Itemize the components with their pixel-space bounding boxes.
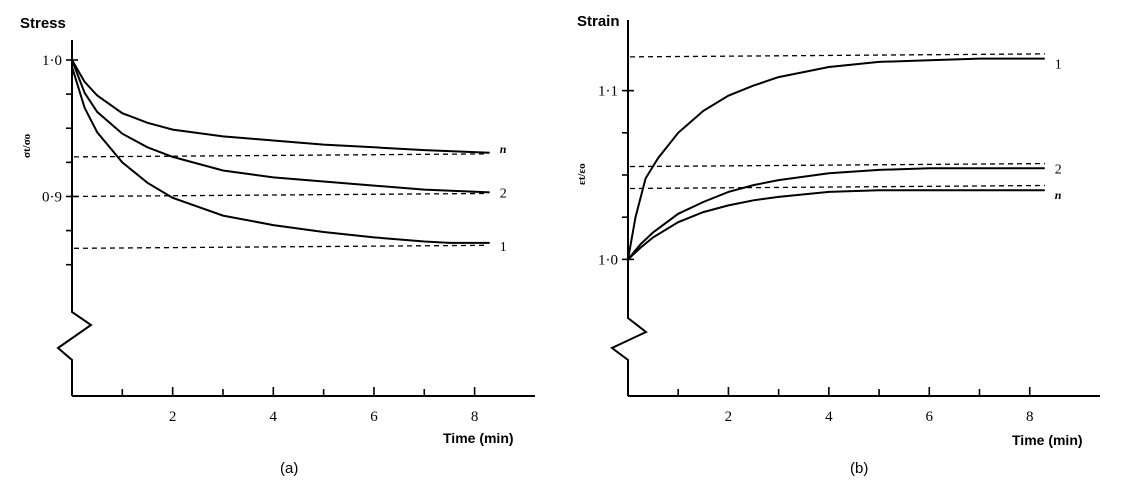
strain-chart-title: Strain — [577, 13, 620, 30]
stress-x-tick-label-2: 2 — [169, 409, 177, 425]
stress-y-axis — [56, 40, 93, 396]
stress-chart: Stress σt/σo Time (min) (a) 2 4 6 8 1·0 0·9 n 2… — [20, 15, 535, 477]
stress-chart-xlabel: Time (min) — [443, 430, 514, 446]
stress-asymptote-2 — [73, 192, 486, 198]
strain-x-tick-label-6: 6 — [926, 409, 934, 425]
strain-chart-xlabel: Time (min) — [1012, 432, 1083, 448]
strain-y-tick-label-1: 1·0 — [598, 252, 618, 268]
stress-asymptote-1 — [73, 244, 486, 249]
stress-y-tick-label-0.9: 0·9 — [42, 189, 62, 205]
stress-series-label-2: 2 — [500, 186, 507, 201]
strain-series-label-2: 2 — [1055, 162, 1062, 177]
stress-series-2 — [71, 59, 490, 194]
strain-y-axis — [610, 20, 648, 396]
strain-chart: Strain εt/εo Time (min) (b) 2 4 6 8 1·1 1·0 1 2… — [576, 13, 1100, 477]
stress-x-tick-label-6: 6 — [370, 409, 378, 425]
strain-x-tick-label-8: 8 — [1026, 409, 1034, 425]
stress-series-label-n: n — [500, 142, 507, 156]
strain-series-2 — [627, 167, 1045, 261]
strain-x-tick-label-4: 4 — [825, 409, 833, 425]
stress-series-label-1: 1 — [500, 240, 507, 255]
strain-y-tick-label-1.1: 1·1 — [598, 84, 618, 100]
strain-x-tick-label-2: 2 — [725, 409, 733, 425]
stress-series-1 — [71, 66, 490, 244]
strain-series-n — [627, 189, 1045, 261]
strain-series-label-n: n — [1055, 188, 1062, 202]
strain-series-label-1: 1 — [1055, 58, 1062, 73]
strain-asymptote-1 — [629, 53, 1046, 58]
stress-y-tick-label-1: 1·0 — [42, 53, 62, 69]
stress-x-tick-label-8: 8 — [471, 409, 479, 425]
stress-chart-title: Stress — [20, 15, 66, 32]
stress-asymptote-n — [73, 153, 486, 158]
strain-asymptote-n — [629, 184, 1046, 190]
strain-asymptote-2 — [629, 162, 1046, 168]
strain-chart-caption: (b) — [850, 460, 868, 477]
strain-series-1 — [627, 57, 1045, 260]
stress-chart-ylabel: σt/σo — [21, 133, 33, 158]
stress-x-tick-label-4: 4 — [270, 409, 278, 425]
strain-chart-ylabel: εt/εo — [576, 163, 588, 185]
stress-series-n — [71, 59, 490, 154]
stress-chart-caption: (a) — [280, 460, 298, 477]
